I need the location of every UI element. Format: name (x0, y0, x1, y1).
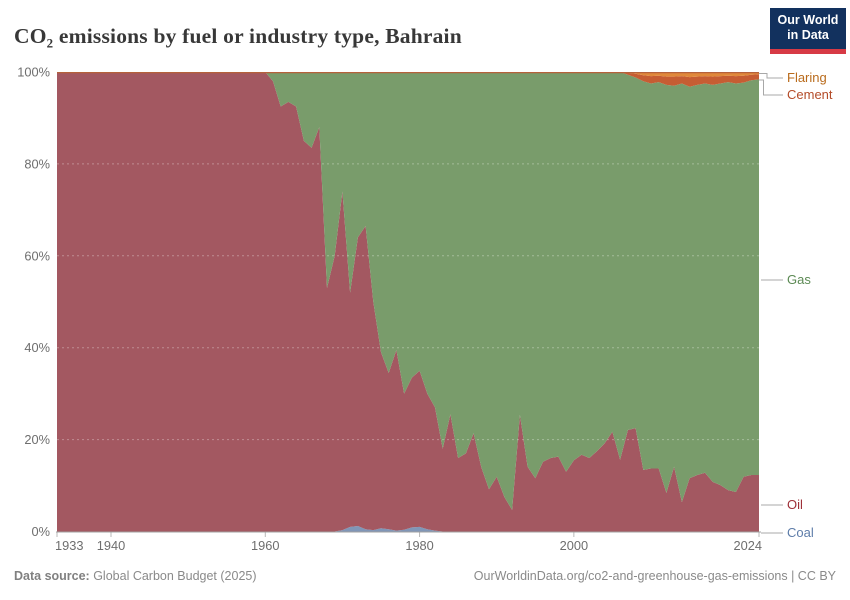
x-axis-label-2024: 2024 (734, 538, 762, 553)
area-oil[interactable] (57, 72, 759, 532)
data-source-label: Data source: (14, 569, 90, 583)
legend-connector-cement (759, 79, 783, 96)
x-axis-label-2000: 2000 (560, 538, 588, 553)
legend-label-coal[interactable]: Coal (787, 525, 814, 540)
y-axis-label-40: 40% (24, 340, 50, 355)
data-source-value: Global Carbon Budget (2025) (89, 569, 257, 583)
owid-logo[interactable]: Our World in Data (770, 8, 846, 54)
area-coal[interactable] (57, 526, 759, 532)
owid-logo-red-bar (770, 49, 846, 54)
legend-label-flaring[interactable]: Flaring (787, 70, 827, 85)
legend-connector-flaring (759, 73, 783, 79)
legend-label-gas[interactable]: Gas (787, 272, 811, 287)
credit-link[interactable]: OurWorldinData.org/co2-and-greenhouse-ga… (473, 569, 836, 583)
x-axis-label-1960: 1960 (251, 538, 279, 553)
area-cement[interactable] (57, 72, 759, 87)
y-axis-label-100: 100% (17, 65, 50, 80)
y-axis-label-80: 80% (24, 156, 50, 171)
x-axis-label-1980: 1980 (405, 538, 433, 553)
area-gas[interactable] (57, 72, 759, 510)
x-axis-label-1933: 1933 (55, 538, 83, 553)
legend-label-cement[interactable]: Cement (787, 87, 833, 102)
data-source-note: Data source: Global Carbon Budget (2025) (14, 569, 257, 583)
owid-logo-line1: Our World (777, 13, 839, 27)
page-title: CO₂ emissions by fuel or industry type, … (14, 24, 462, 49)
x-axis-label-1940: 1940 (97, 538, 125, 553)
y-axis-label-0: 0% (32, 524, 51, 539)
y-axis-label-60: 60% (24, 248, 50, 263)
owid-logo-line2: in Data (787, 28, 829, 43)
y-axis-label-20: 20% (24, 432, 50, 447)
legend-label-oil[interactable]: Oil (787, 497, 803, 512)
